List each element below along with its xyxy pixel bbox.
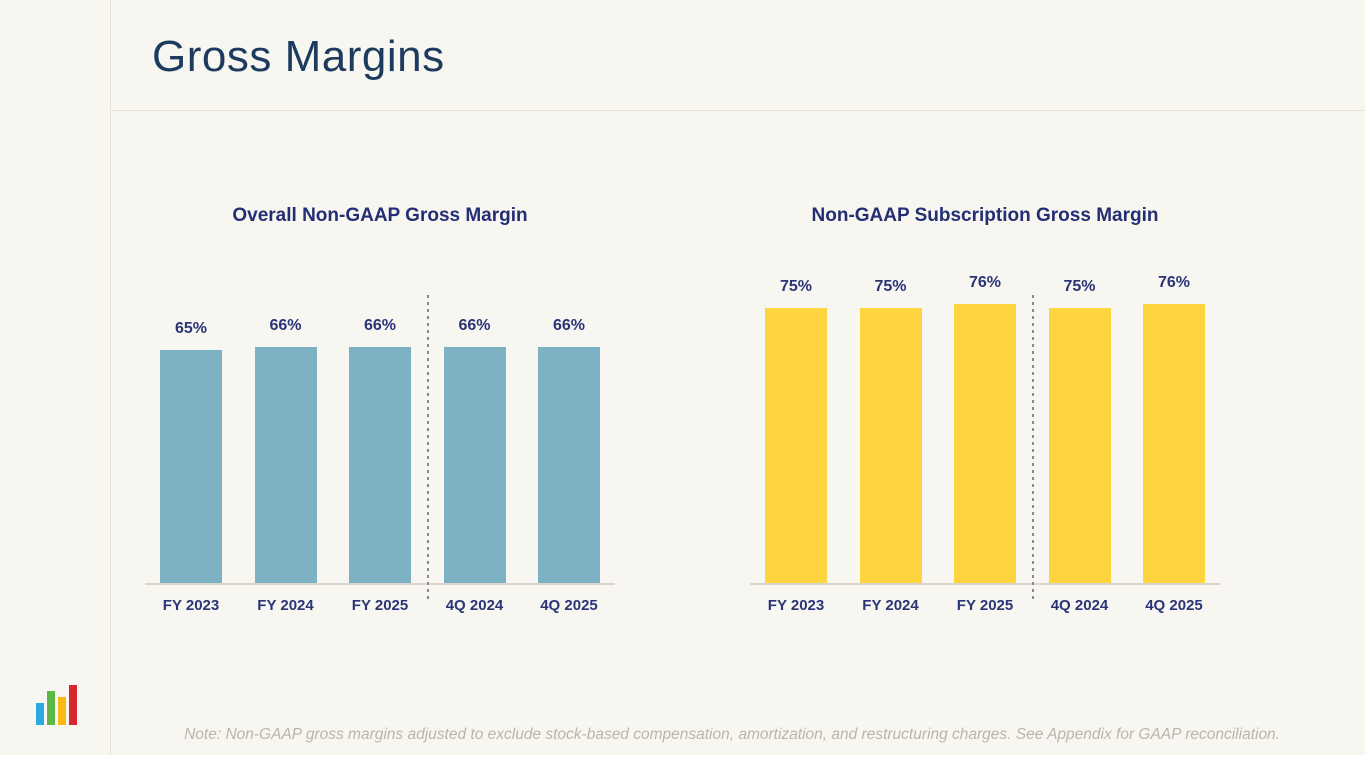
chart-non-gaap-subscription-gross-margin: Non-GAAP Subscription Gross Margin 75% 75… xyxy=(750,195,1220,625)
logo-bar xyxy=(47,691,55,725)
logo-bar xyxy=(69,685,77,725)
header-divider-line xyxy=(110,110,1365,111)
bottom-strip xyxy=(0,755,1365,768)
bar xyxy=(1143,304,1205,583)
x-axis-tick-label: FY 2024 xyxy=(257,597,314,614)
x-axis-tick-label: 4Q 2025 xyxy=(1145,597,1203,614)
chart-x-axis-labels: FY 2023 FY 2024 FY 2025 4Q 2024 4Q 2025 xyxy=(145,597,615,614)
bar xyxy=(859,308,922,583)
x-axis-tick-label: FY 2025 xyxy=(351,597,409,614)
bar xyxy=(443,347,506,583)
x-axis-tick-label: 4Q 2024 xyxy=(445,597,504,614)
bar-chart-logo xyxy=(36,685,77,725)
footnote: Note: Non-GAAP gross margins adjusted to… xyxy=(184,726,1280,743)
chart-plot-area: 75% 75% 76% 75% 76% xyxy=(750,274,1220,601)
bar-group: 75% xyxy=(1048,278,1111,583)
x-axis-tick-label: FY 2024 xyxy=(862,597,919,614)
bar xyxy=(765,308,827,583)
x-axis-tick-label: FY 2025 xyxy=(956,597,1014,614)
x-axis-tick-label: FY 2023 xyxy=(767,597,825,614)
bar-value-label: 66% xyxy=(363,317,397,334)
logo-bar xyxy=(36,703,44,725)
bar-group: 76% xyxy=(954,274,1016,583)
bar xyxy=(160,350,222,583)
bar-value-label: 75% xyxy=(874,278,907,295)
bar-group: 66% xyxy=(254,317,317,583)
bar-group: 66% xyxy=(349,317,411,583)
left-divider-line xyxy=(110,0,111,755)
chart-plot-area: 65% 66% 66% 66% 66% xyxy=(145,295,615,601)
bar xyxy=(254,347,317,583)
bar xyxy=(1048,308,1111,583)
x-axis-tick-label: 4Q 2024 xyxy=(1050,597,1109,614)
bar-group: 76% xyxy=(1143,274,1205,583)
bar-value-label: 76% xyxy=(1157,274,1191,291)
chart-x-axis-labels: FY 2023 FY 2024 FY 2025 4Q 2024 4Q 2025 xyxy=(750,597,1220,614)
x-axis-tick-label: 4Q 2025 xyxy=(540,597,598,614)
bar xyxy=(538,347,600,583)
bar-value-label: 75% xyxy=(1063,278,1096,295)
bar-group: 66% xyxy=(443,317,506,583)
dashed-separator-line xyxy=(1032,295,1034,601)
bar-value-label: 66% xyxy=(458,317,491,334)
x-axis-tick-label: FY 2023 xyxy=(162,597,220,614)
bar-value-label: 66% xyxy=(552,317,586,334)
bar-group: 75% xyxy=(765,278,827,583)
bar-value-label: 66% xyxy=(269,317,302,334)
bar-group: 65% xyxy=(160,320,222,583)
chart-title: Overall Non-GAAP Gross Margin xyxy=(232,205,528,226)
bar-value-label: 76% xyxy=(968,274,1002,291)
logo-bar xyxy=(58,697,66,725)
bar-value-label: 65% xyxy=(174,320,208,337)
chart-overall-non-gaap-gross-margin: Overall Non-GAAP Gross Margin 65% 66% 66% 6… xyxy=(145,195,615,625)
bar-group: 66% xyxy=(538,317,600,583)
bar xyxy=(349,347,411,583)
page-title: Gross Margins xyxy=(152,32,445,81)
bar-value-label: 75% xyxy=(779,278,813,295)
chart-title: Non-GAAP Subscription Gross Margin xyxy=(811,205,1159,226)
bar xyxy=(954,304,1016,583)
bar-group: 75% xyxy=(859,278,922,583)
dashed-separator-line xyxy=(427,295,429,601)
